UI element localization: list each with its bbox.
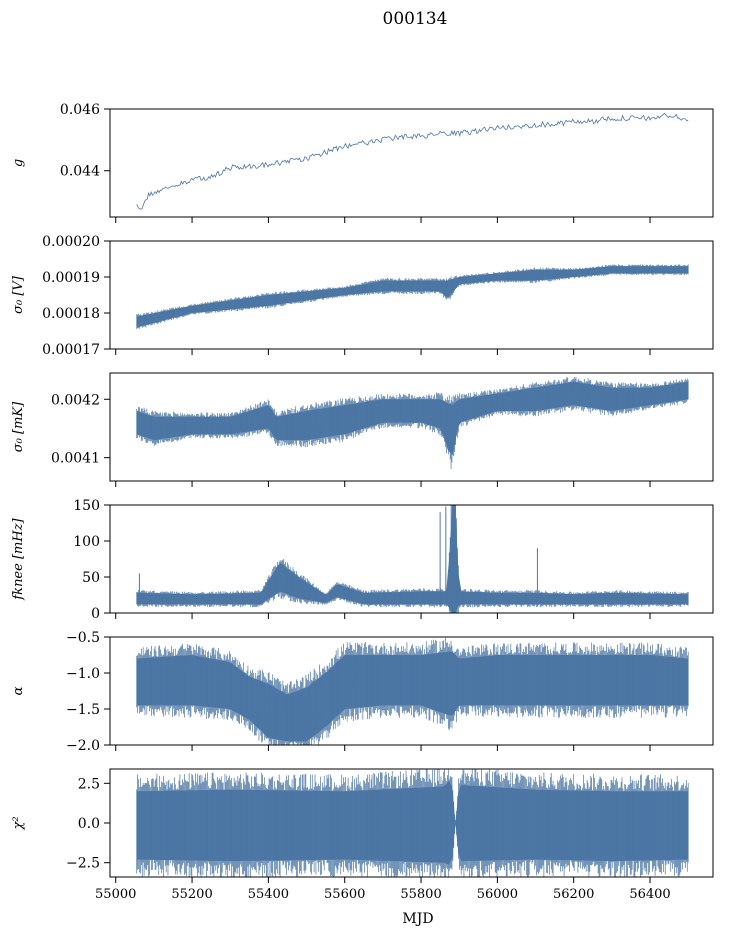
y-tick-label: 0.0041 — [51, 451, 100, 467]
plot-area — [136, 376, 689, 470]
series-noise — [136, 376, 689, 470]
y-tick-label: −2.5 — [66, 856, 100, 872]
axes-frame — [109, 636, 714, 746]
panel-2: 0.00017 0.00018 0.00019 0.00020 σ₀ [V] — [11, 234, 714, 358]
plot-area — [136, 769, 689, 877]
y-tick-label: 0.00017 — [42, 342, 100, 358]
y-axis-label: fknee [mHz] — [11, 517, 26, 600]
y-tick-label: 0.0042 — [51, 392, 100, 408]
x-tick-label: 55400 — [248, 887, 289, 902]
subplot-grid: 0.044 0.046 g 0.00017 0.00018 0.00019 0.00020 σ… — [11, 102, 714, 902]
series-noise — [136, 505, 689, 613]
x-tick-label: 55000 — [95, 887, 136, 902]
x-tick-label: 56200 — [553, 887, 594, 902]
axes-frame — [109, 240, 714, 350]
y-tick-label: −0.5 — [66, 630, 100, 646]
series-noise — [136, 769, 689, 877]
y-tick-label: 100 — [73, 534, 100, 550]
y-axis-label: χ² — [11, 816, 26, 830]
axes-frame — [109, 108, 714, 218]
panel-6: 55000 55200 55400 55600 55800 56000 56200 56400… — [11, 768, 714, 902]
series-noise — [136, 264, 689, 329]
y-axis-label: σ₀ [V] — [11, 275, 26, 314]
panel-4: 0 50 100 150 fknee [mHz] — [11, 498, 714, 622]
y-tick-label: 2.5 — [78, 776, 100, 792]
axes-frame — [109, 372, 714, 482]
series-noise — [136, 637, 689, 745]
x-tick-label: 56000 — [477, 887, 518, 902]
y-tick-label: −1.5 — [66, 702, 100, 718]
plot-area — [136, 505, 689, 613]
x-tick-label: 56400 — [629, 887, 670, 902]
y-tick-label: 0 — [91, 606, 100, 622]
figure-title: 000134 — [383, 9, 448, 29]
x-tick-label: 55800 — [400, 887, 441, 902]
axes-frame — [109, 504, 714, 614]
y-tick-label: 0.00020 — [42, 234, 100, 250]
y-tick-label: 0.00019 — [42, 270, 100, 286]
panel-1: 0.044 0.046 g — [11, 102, 714, 223]
y-tick-label: −1.0 — [66, 666, 100, 682]
y-tick-label: 0.046 — [60, 102, 100, 118]
y-tick-label: 50 — [82, 570, 100, 586]
y-tick-label: 150 — [73, 498, 100, 514]
y-tick-label: −2.0 — [66, 738, 100, 754]
x-tick-label: 55200 — [171, 887, 212, 902]
series-line — [136, 112, 689, 210]
x-axis-label: MJD — [402, 911, 433, 927]
y-axis-label: g — [11, 159, 26, 167]
panel-3: 0.0041 0.0042 σ₀ [mK] — [11, 372, 714, 487]
y-axis-label: σ₀ [mK] — [11, 401, 26, 452]
x-tick-label: 55600 — [324, 887, 365, 902]
y-tick-label: 0.044 — [60, 164, 100, 180]
plot-area — [136, 112, 689, 210]
panel-5: −2.0 −1.5 −1.0 −0.5 α — [11, 630, 714, 754]
y-tick-label: 0.0 — [78, 816, 100, 832]
plot-area — [136, 264, 689, 329]
y-axis-label: α — [11, 686, 26, 695]
plot-area — [136, 637, 689, 745]
y-tick-label: 0.00018 — [42, 306, 100, 322]
